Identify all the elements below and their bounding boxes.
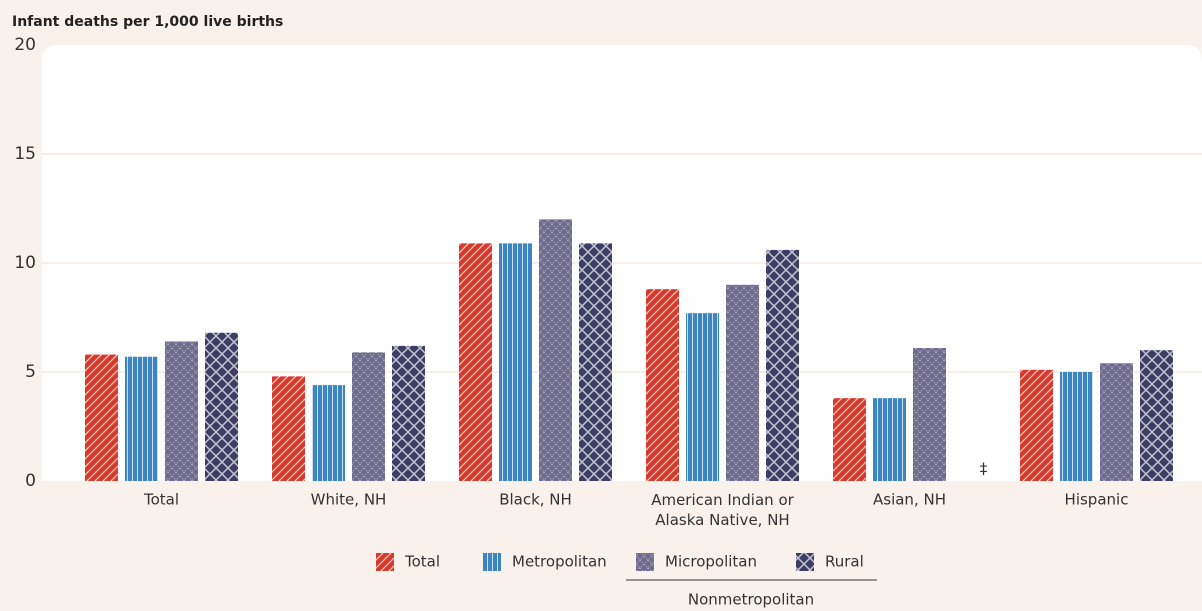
bar xyxy=(312,385,345,481)
y-tick-label: 5 xyxy=(25,362,36,382)
legend-swatch xyxy=(796,553,814,571)
value-label: ‡ xyxy=(980,460,988,478)
legend-swatch xyxy=(483,553,501,571)
bar xyxy=(726,284,759,481)
bar xyxy=(766,249,799,481)
legend-label: Metropolitan xyxy=(512,553,607,571)
bar xyxy=(686,313,719,481)
y-tick-label: 20 xyxy=(14,35,36,55)
bar xyxy=(579,243,612,481)
legend-label: Micropolitan xyxy=(665,553,757,571)
bar xyxy=(833,398,866,481)
x-tick-label: Asian, NH xyxy=(873,491,946,509)
legend-swatch xyxy=(376,553,394,571)
bar xyxy=(499,243,532,481)
bar xyxy=(272,376,305,481)
bar xyxy=(85,354,118,481)
x-tick-label: Hispanic xyxy=(1065,491,1129,509)
legend-label: Total xyxy=(404,553,440,571)
y-tick-label: 15 xyxy=(14,144,36,164)
legend-swatch xyxy=(636,553,654,571)
y-tick-label: 0 xyxy=(25,471,36,491)
bar xyxy=(646,289,679,481)
legend-label: Rural xyxy=(825,553,864,571)
y-axis-label: Infant deaths per 1,000 live births xyxy=(12,14,283,30)
bar xyxy=(205,332,238,481)
x-tick-label: American Indian or Alaska Native, NH xyxy=(651,491,794,529)
bar xyxy=(913,348,946,481)
bar xyxy=(459,243,492,481)
bar xyxy=(1100,363,1133,481)
legend-group-label: Nonmetropolitan xyxy=(688,591,814,609)
y-tick-label: 10 xyxy=(14,253,36,273)
x-tick-label: Total xyxy=(143,491,179,509)
bar xyxy=(125,356,158,481)
bar xyxy=(873,398,906,481)
bar xyxy=(392,345,425,481)
bar xyxy=(1060,372,1093,481)
bar xyxy=(1020,369,1053,481)
bar xyxy=(165,341,198,481)
bar xyxy=(1140,350,1173,481)
bar xyxy=(539,219,572,481)
bar xyxy=(352,352,385,481)
x-tick-label: White, NH xyxy=(311,491,387,509)
x-tick-label: Black, NH xyxy=(499,491,572,509)
